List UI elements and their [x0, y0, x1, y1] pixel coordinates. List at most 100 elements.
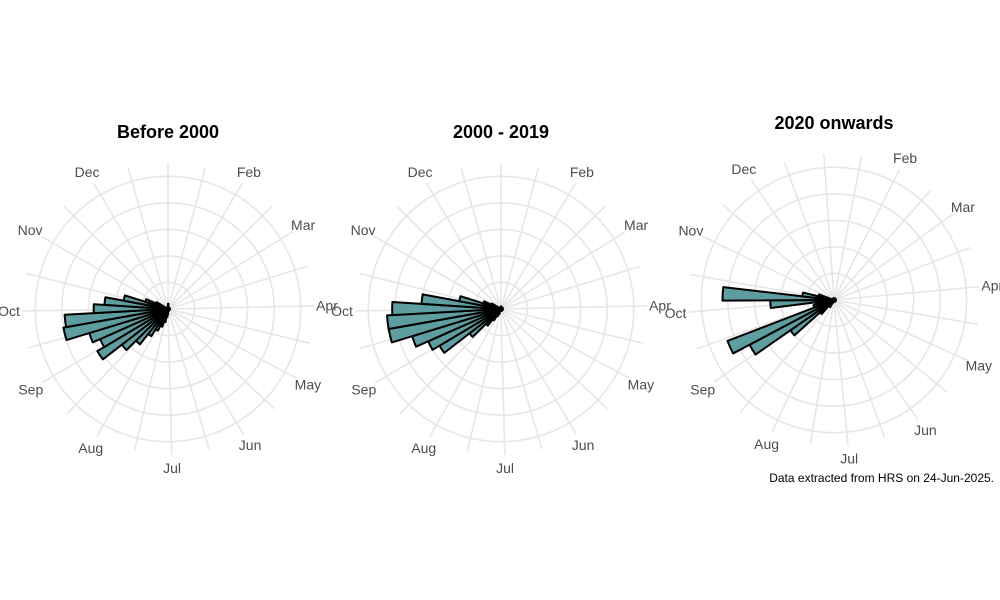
grid-spoke	[167, 265, 308, 310]
grid-spoke	[167, 308, 245, 435]
grid-spoke	[702, 235, 835, 301]
month-label-aug: Aug	[754, 436, 779, 452]
grid-spoke	[833, 169, 901, 301]
month-label-jun: Jun	[572, 437, 595, 453]
panel-2000-2019: 2000 - 2019 Feb Mar Apr May Jun Jul Aug …	[331, 122, 671, 476]
grid-spoke	[500, 265, 641, 310]
grid-spoke	[833, 299, 979, 326]
month-label-feb: Feb	[570, 164, 594, 180]
month-label-mar: Mar	[951, 199, 975, 215]
month-label-sep: Sep	[351, 381, 376, 397]
grid-spoke	[783, 162, 835, 301]
grid-spoke	[500, 308, 578, 435]
grid-spoke	[833, 246, 971, 301]
grid-spoke	[167, 231, 293, 310]
grid-spoke	[833, 299, 886, 438]
month-label-apr: Apr	[981, 278, 1000, 294]
month-labels: Feb Mar Apr May Jun Jul Aug Sep Oct Nov …	[331, 164, 671, 476]
month-labels: Feb Mar Apr May Jun Jul Aug Sep Oct Nov …	[665, 150, 1000, 466]
grid-spoke	[500, 305, 647, 310]
panel-title: 2000 - 2019	[453, 122, 549, 142]
month-label-oct: Oct	[331, 303, 353, 319]
grid-spoke	[40, 235, 169, 310]
grid-spoke	[500, 308, 543, 450]
month-label-mar: Mar	[624, 217, 648, 233]
month-labels: Feb Mar Apr May Jun Jul Aug Sep Oct Nov …	[0, 164, 338, 476]
grid-spoke	[500, 308, 506, 455]
grid-spoke	[739, 299, 835, 413]
grid-spoke	[396, 205, 502, 310]
grid-spoke	[500, 308, 609, 410]
grid-spoke	[771, 299, 835, 433]
month-label-may: May	[295, 377, 321, 393]
grid-spoke	[833, 189, 932, 301]
grid-spoke	[833, 299, 849, 446]
grid-spoke	[63, 205, 169, 310]
grid-spoke	[167, 305, 314, 310]
grid-spoke	[500, 205, 606, 310]
grid-spoke	[833, 285, 980, 301]
month-label-feb: Feb	[237, 164, 261, 180]
panel-2020-onwards: 2020 onwards Feb Mar Apr May Jun Jul Aug…	[665, 113, 1000, 466]
month-label-aug: Aug	[78, 440, 103, 456]
bar-group	[62, 294, 171, 361]
month-label-aug: Aug	[411, 440, 436, 456]
month-label-jul: Jul	[840, 450, 858, 466]
grid-spoke	[167, 167, 207, 310]
month-label-dec: Dec	[75, 164, 100, 180]
month-label-nov: Nov	[18, 222, 43, 238]
month-label-jun: Jun	[239, 437, 262, 453]
bar-doy-300	[154, 301, 169, 310]
grid-ring-5	[700, 166, 968, 434]
month-label-jul: Jul	[163, 460, 181, 476]
month-label-mar: Mar	[291, 217, 315, 233]
panel-title: Before 2000	[117, 122, 219, 142]
month-label-sep: Sep	[690, 382, 715, 398]
month-label-dec: Dec	[731, 161, 756, 177]
month-label-nov: Nov	[678, 223, 703, 239]
bar-doy-272	[391, 300, 502, 317]
grid-spoke	[809, 299, 835, 445]
grid-spoke	[833, 213, 953, 301]
grid-spoke	[500, 231, 626, 310]
grid-spoke	[429, 308, 502, 437]
grid-spoke	[833, 156, 863, 301]
polar-grid	[355, 163, 647, 455]
bar-doy-237	[96, 308, 169, 361]
grid-spoke	[426, 182, 502, 310]
grid-spoke	[167, 308, 210, 450]
month-label-sep: Sep	[18, 381, 43, 397]
grid-spoke	[500, 182, 576, 310]
month-label-oct: Oct	[0, 303, 20, 319]
month-label-nov: Nov	[351, 222, 376, 238]
month-label-oct: Oct	[665, 305, 687, 321]
month-label-dec: Dec	[408, 164, 433, 180]
bar-group	[721, 286, 837, 356]
data-source-caption: Data extracted from HRS on 24-Jun-2025.	[769, 471, 994, 485]
grid-spoke	[500, 308, 644, 345]
month-label-apr: Apr	[649, 298, 671, 314]
grid-spoke	[823, 154, 835, 301]
grid-spoke	[750, 179, 835, 301]
month-label-jun: Jun	[914, 422, 937, 438]
bar-doy-258	[62, 308, 169, 342]
grid-spoke	[167, 308, 276, 410]
grid-spoke	[127, 168, 169, 310]
grid-spoke	[722, 204, 835, 301]
month-label-may: May	[966, 358, 992, 374]
grid-spoke	[500, 308, 630, 380]
grid-spoke	[167, 308, 297, 380]
month-label-may: May	[628, 377, 654, 393]
grid-spoke	[460, 168, 502, 310]
grid-spoke	[167, 308, 173, 455]
grid-spoke	[833, 299, 919, 420]
grid-spoke	[500, 167, 540, 310]
bar-doy-293	[817, 293, 835, 301]
grid-spoke	[167, 308, 311, 345]
grid-spoke	[373, 235, 502, 310]
bar-doy-251	[726, 299, 835, 355]
center-hub	[165, 306, 171, 312]
center-hub	[831, 297, 837, 303]
panel-before-2000: Before 2000 Feb Mar Apr May Jun Jul Aug …	[0, 122, 338, 476]
